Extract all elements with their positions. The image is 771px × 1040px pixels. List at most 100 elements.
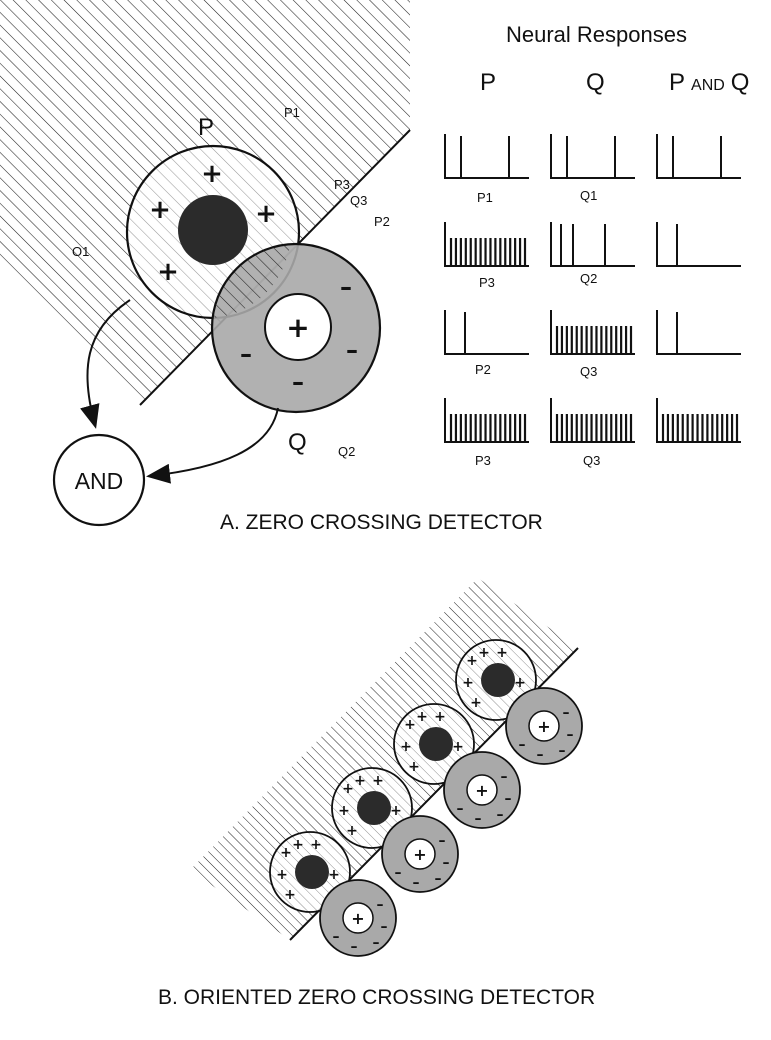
spike-traces [444,134,741,443]
minus-sign: – [373,935,380,951]
trace-axes [550,222,635,267]
plus-sign: + [157,257,179,287]
detector-pairs: + + +++++–––––+ + +++++–––––+ + +++++–––––+ + ++… [269,639,583,957]
plus-sign: + [462,675,474,691]
plus-sign: + [514,675,526,691]
detector-pair: + + +++++––––– [269,831,397,957]
fields-overlap [214,244,290,318]
trace-axes [550,310,635,355]
neural-responses-panel: Neural Responses P Q P AND Q P1 Q1 P3 Q2 P… [444,22,749,468]
spike-trace [550,134,635,179]
minus-sign: – [501,769,508,785]
plus-sign: + [400,739,412,755]
and-node-label: AND [75,468,124,494]
spike-trace [656,310,741,355]
plus-sign: + [408,759,420,775]
and-node [52,433,146,527]
point-p3-label: P3 [334,177,350,192]
trace-axes [656,398,741,443]
trace-axes [444,310,529,355]
minus-sign: – [340,273,352,301]
row2-p-label: P3 [479,275,495,290]
p-field-label: P [198,114,214,141]
minus-sign: – [351,939,358,955]
plus-sign: + [342,781,354,797]
p-dark-center [178,195,248,265]
spike-trace [656,134,741,179]
spike-trace [550,222,635,267]
detector-pair: + + +++++––––– [393,703,521,829]
spike-trace [444,398,529,443]
minus-sign: – [443,855,450,871]
plus-sign: + [354,773,366,789]
plus-sign: + [470,695,482,711]
row1-p-label: P1 [477,190,493,205]
spike-trace [656,222,741,267]
point-p1-label: P1 [284,105,300,120]
minus-sign: – [381,919,388,935]
minus-sign: – [346,336,358,364]
spike-trace [550,310,635,355]
plus-sign: + [310,837,322,853]
row4-q-label: Q3 [583,453,600,468]
oriented-hatched-region [190,578,578,940]
minus-sign: – [505,791,512,807]
plus-sign: + [255,199,277,229]
trace-axes [550,134,635,179]
minus-sign: – [240,340,252,368]
plus-sign: + [372,773,384,789]
plus-sign: + [351,909,364,928]
minus-sign: – [292,368,304,396]
spike-trace [444,134,529,179]
on-dark-center [481,663,515,697]
point-q3-label: Q3 [350,193,367,208]
trace-axes [656,310,741,355]
plus-sign: + [292,837,304,853]
row2-q-label: Q2 [580,271,597,286]
plus-sign: + [280,845,292,861]
trace-axes [656,222,741,267]
minus-sign: – [537,747,544,763]
plus-sign: + [390,803,402,819]
on-dark-center [357,791,391,825]
minus-sign: – [559,743,566,759]
row4-p-label: P3 [475,453,491,468]
spike-trace [550,398,635,443]
minus-sign: – [435,871,442,887]
minus-sign: – [563,705,570,721]
minus-sign: – [567,727,574,743]
trace-axes [656,134,741,179]
trace-axes [550,398,635,443]
plus-sign: + [201,159,223,189]
column-header-p-and-q: P AND Q [669,69,749,96]
q-light-center [264,293,332,361]
minus-sign: – [395,865,402,881]
plus-sign: + [537,717,550,736]
spike-trace [444,222,529,267]
row1-q-label: Q1 [580,188,597,203]
off-light-center [466,774,498,806]
point-p2-label: P2 [374,214,390,229]
zero-crossing-detector: + + + + + – – – – P Q P1 P3 Q3 P2 O1 Q2 … [0,0,543,534]
plus-sign: + [276,867,288,883]
plus-sign: + [478,645,490,661]
point-q2-label: Q2 [338,444,355,459]
caption-a: A. ZERO CROSSING DETECTOR [220,511,543,534]
plus-sign: + [416,709,428,725]
q-to-and-arrow [146,407,279,484]
on-dark-center [419,727,453,761]
trace-axes [444,222,529,267]
plus-sign: + [475,781,488,800]
q-field-label: Q [288,429,307,456]
plus-sign: + [338,803,350,819]
minus-sign: – [457,801,464,817]
p-to-and-arrow [80,299,131,429]
off-light-center [528,710,560,742]
off-light-center [404,838,436,870]
plus-sign: + [434,709,446,725]
plus-sign: + [452,739,464,755]
spike-trace [444,310,529,355]
row3-p-label: P2 [475,362,491,377]
trace-axes [444,134,529,179]
